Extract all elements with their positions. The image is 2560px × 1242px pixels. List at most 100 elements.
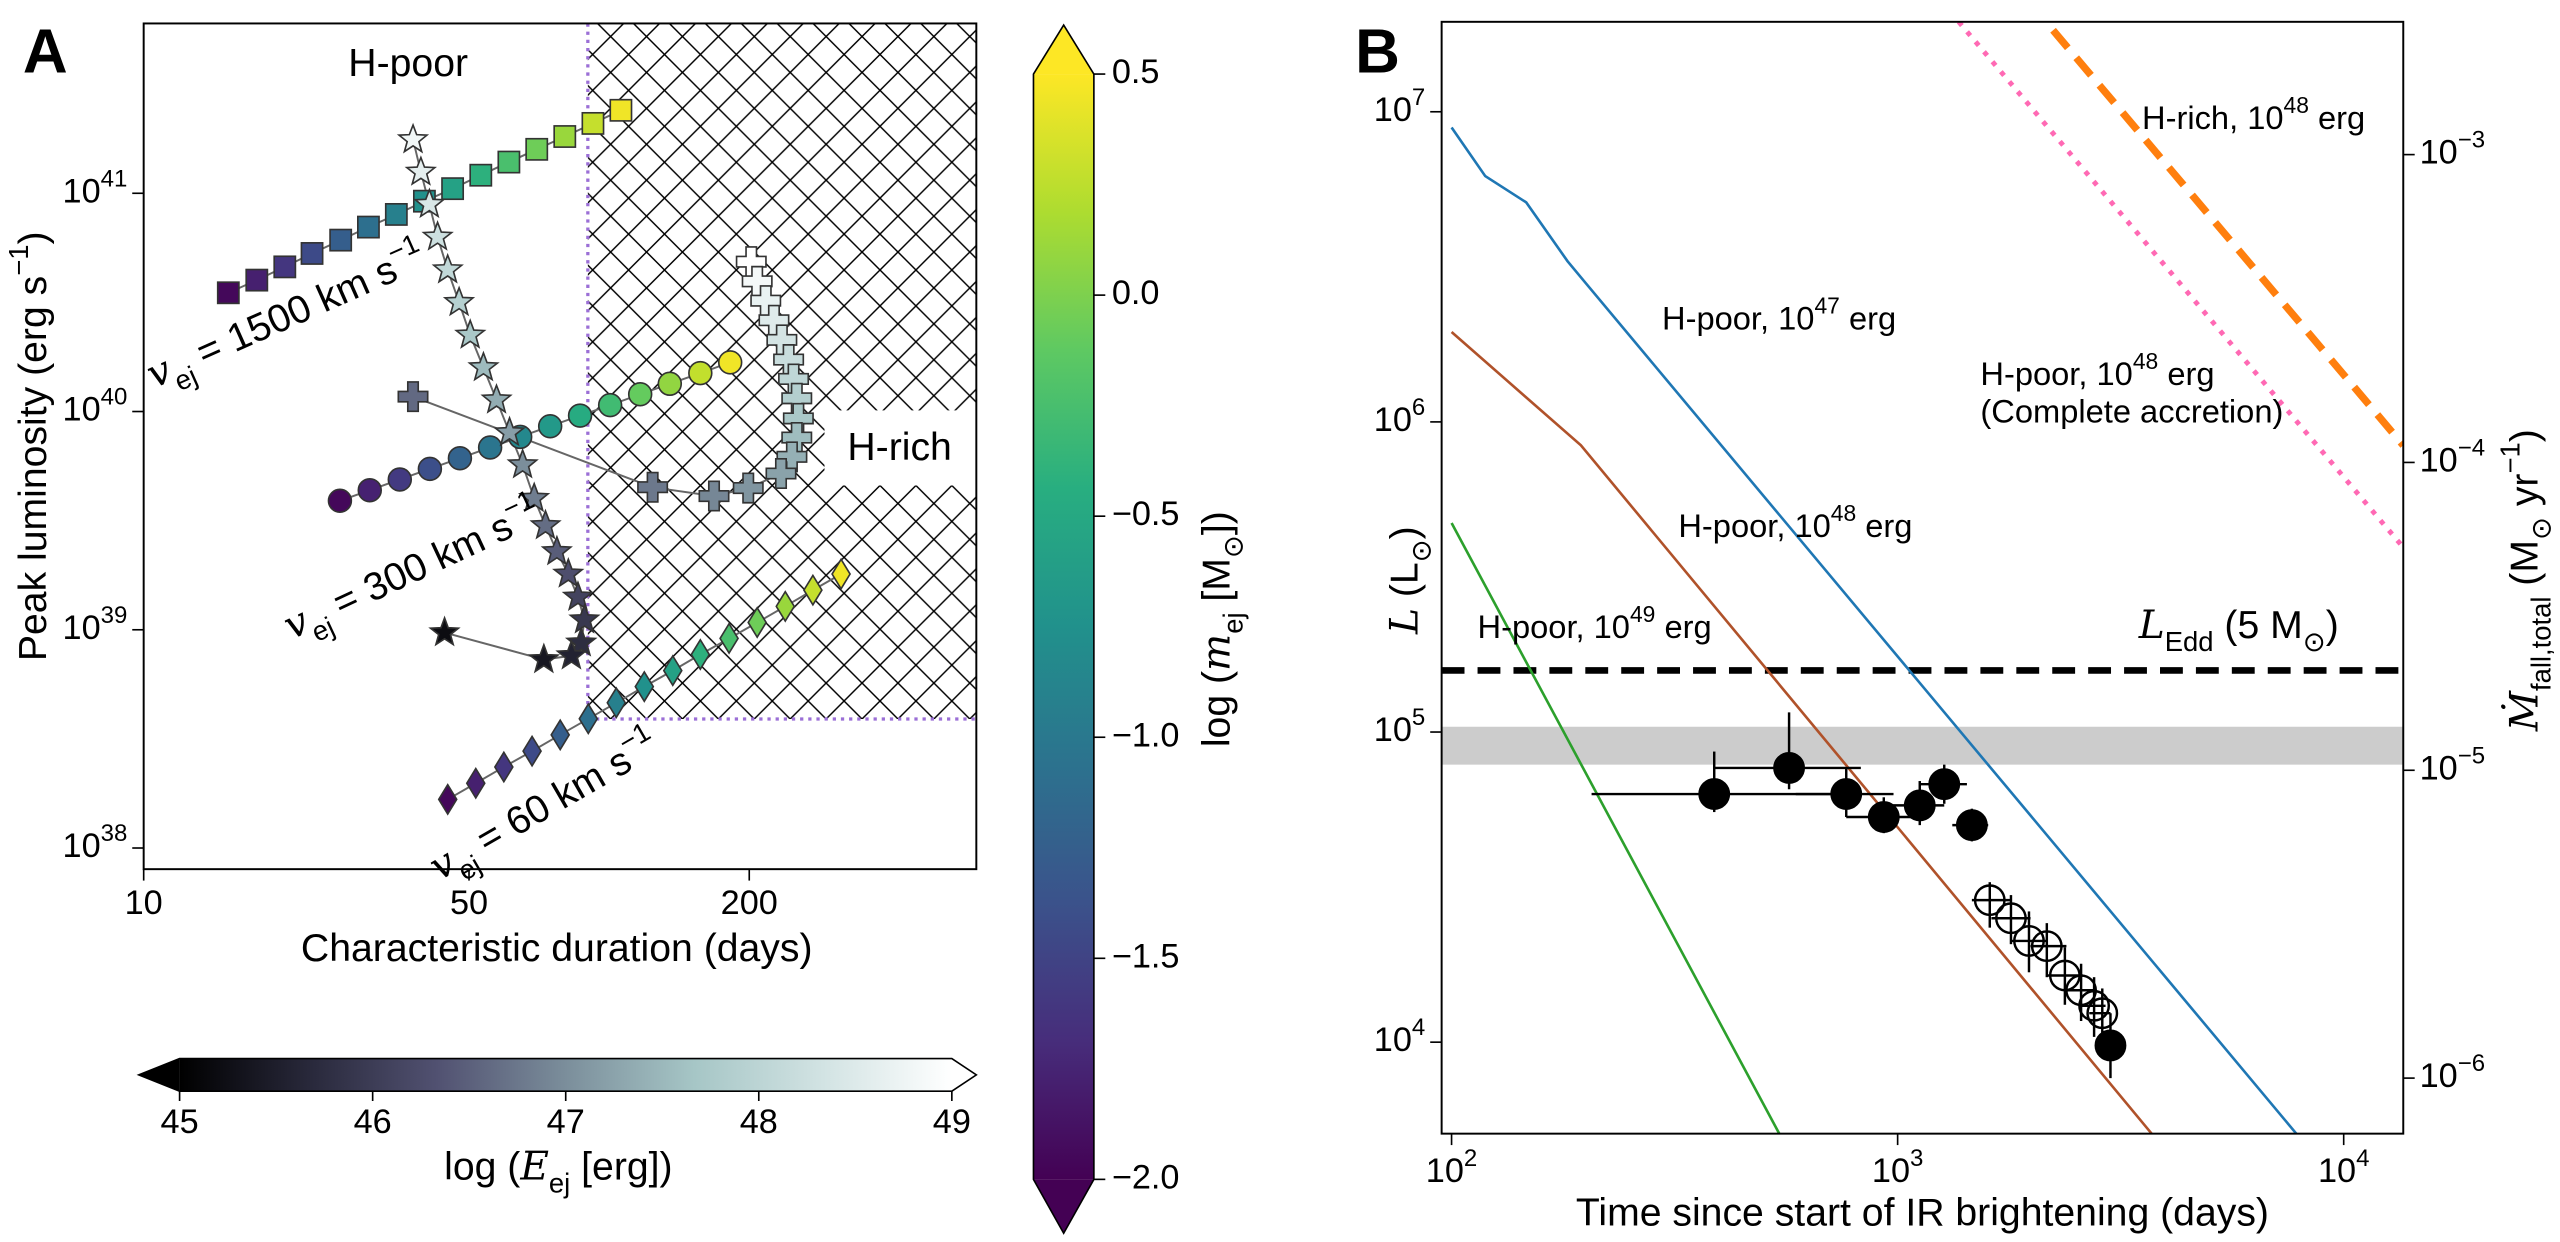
colorbar — [179, 1058, 952, 1092]
text-part: [erg]) — [570, 1146, 672, 1189]
text-part: 10 — [1374, 401, 1412, 439]
text-part: erg — [1840, 299, 1896, 336]
series-line — [2050, 27, 2404, 448]
circle-marker — [627, 381, 653, 407]
text-part: ej — [549, 1167, 570, 1198]
text-part: 10 — [63, 172, 101, 210]
text-part: Edd — [2165, 626, 2214, 657]
data-point — [1973, 884, 2006, 917]
y-tick-label: 1038 — [63, 820, 128, 865]
text-part: 10 — [1426, 1152, 1464, 1190]
y2-tick-label: 10−5 — [2420, 742, 2486, 787]
square-marker — [441, 177, 465, 201]
text-part: ) — [1384, 526, 1427, 539]
y-tick-label: 1040 — [63, 383, 128, 428]
text-part: ]) — [1196, 511, 1239, 535]
plus-marker — [698, 480, 730, 512]
text-part: −5 — [2458, 742, 2485, 769]
text-part: Peak luminosity (erg s — [12, 276, 55, 661]
star-marker — [431, 252, 464, 284]
text-part: 4 — [2356, 1145, 2369, 1172]
y-tick-label: 106 — [1374, 394, 1425, 439]
diamond-marker — [634, 670, 655, 703]
series-note: (Complete accretion) — [1980, 392, 2283, 429]
text-part: 4 — [1412, 1014, 1425, 1041]
text-part: 10 — [1374, 711, 1412, 749]
diamond-marker — [493, 750, 514, 784]
y2-tick-label: 10−6 — [2420, 1050, 2486, 1095]
colorbar-extend-min — [1033, 1179, 1094, 1234]
star-marker — [454, 318, 487, 349]
text-part: 10 — [63, 391, 101, 429]
circle-marker — [357, 477, 383, 503]
colorbar-tick-label: −1.0 — [1112, 716, 1180, 754]
x-axis-label: Time since start of IR brightening (days… — [1576, 1192, 2269, 1235]
circle-marker — [477, 435, 503, 460]
star-marker — [561, 580, 595, 611]
colorbar-tick-label: −0.5 — [1112, 495, 1180, 533]
text-part: −1 — [2494, 442, 2525, 473]
star-marker — [527, 642, 561, 674]
colorbar-extend-max — [951, 1058, 977, 1092]
text-part: [M — [1196, 558, 1239, 612]
colorbar-tick-label: 49 — [933, 1103, 971, 1141]
text-part: ) — [2504, 429, 2547, 442]
text-part: E — [519, 1145, 549, 1190]
colorbar-extend-max — [1033, 25, 1094, 75]
text-part: 5 — [1412, 704, 1425, 731]
text-part: 48 — [2284, 92, 2309, 118]
text-part: erg — [2309, 98, 2365, 135]
series-line — [1450, 126, 2298, 1134]
square-marker — [273, 255, 297, 279]
text-part: (5 M — [2214, 604, 2303, 647]
series-label: H-poor, 1048 erg — [1980, 348, 2214, 392]
annotation: vej = 300 km s−1 — [273, 483, 551, 657]
colorbar-tick-label: 45 — [161, 1103, 199, 1141]
diamond-marker — [802, 573, 823, 607]
star-marker — [467, 350, 500, 382]
colorbar-tick-label: 0.5 — [1112, 53, 1160, 91]
star-marker — [540, 534, 573, 566]
y2-tick-label: 10−4 — [2420, 434, 2486, 479]
x-tick-label: 200 — [721, 884, 778, 922]
text-part: 6 — [1412, 394, 1425, 421]
data-point — [1773, 752, 1805, 784]
colorbar — [1033, 74, 1094, 1180]
text-part: H-poor, 10 — [1980, 355, 2132, 392]
text-part: 2 — [1464, 1145, 1477, 1172]
square-marker — [357, 215, 380, 239]
text-part: ⊙ — [1217, 535, 1248, 558]
colorbar-tick-label: −1.5 — [1112, 937, 1180, 975]
text-part: −6 — [2458, 1050, 2485, 1077]
star-marker — [413, 187, 446, 219]
plot-area — [1441, 21, 2404, 1134]
data-point — [1867, 801, 1900, 833]
star-marker — [428, 615, 461, 647]
text-part: log ( — [444, 1146, 520, 1189]
text-part: −3 — [2458, 126, 2485, 153]
text-part: 47 — [1814, 293, 1839, 319]
text-part: fall,total — [2525, 597, 2556, 691]
y2-axis-label: Ṁfall,total (M⊙ yr−1) — [2494, 429, 2556, 732]
star-marker — [568, 602, 601, 634]
diamond-marker — [775, 590, 796, 623]
text-part: H-rich, 10 — [2142, 98, 2283, 135]
text-part: ej — [1217, 612, 1248, 633]
square-marker — [384, 202, 408, 226]
text-part: erg — [1655, 608, 1711, 645]
text-part: 10 — [1872, 1152, 1910, 1190]
series-label: H-poor, 1047 erg — [1662, 293, 1896, 337]
text-part: 49 — [1630, 601, 1655, 627]
y-axis-label: L (L⊙) — [1382, 526, 1436, 635]
star-marker — [564, 626, 598, 657]
diamond-marker — [690, 638, 711, 671]
square-marker — [609, 98, 633, 122]
plus-marker — [776, 441, 808, 473]
data-point — [2078, 989, 2111, 1022]
diamond-marker — [578, 702, 599, 736]
colorbar-tick-label: 47 — [547, 1103, 585, 1141]
circle-marker — [417, 456, 443, 482]
text-part: (L — [1384, 562, 1427, 608]
